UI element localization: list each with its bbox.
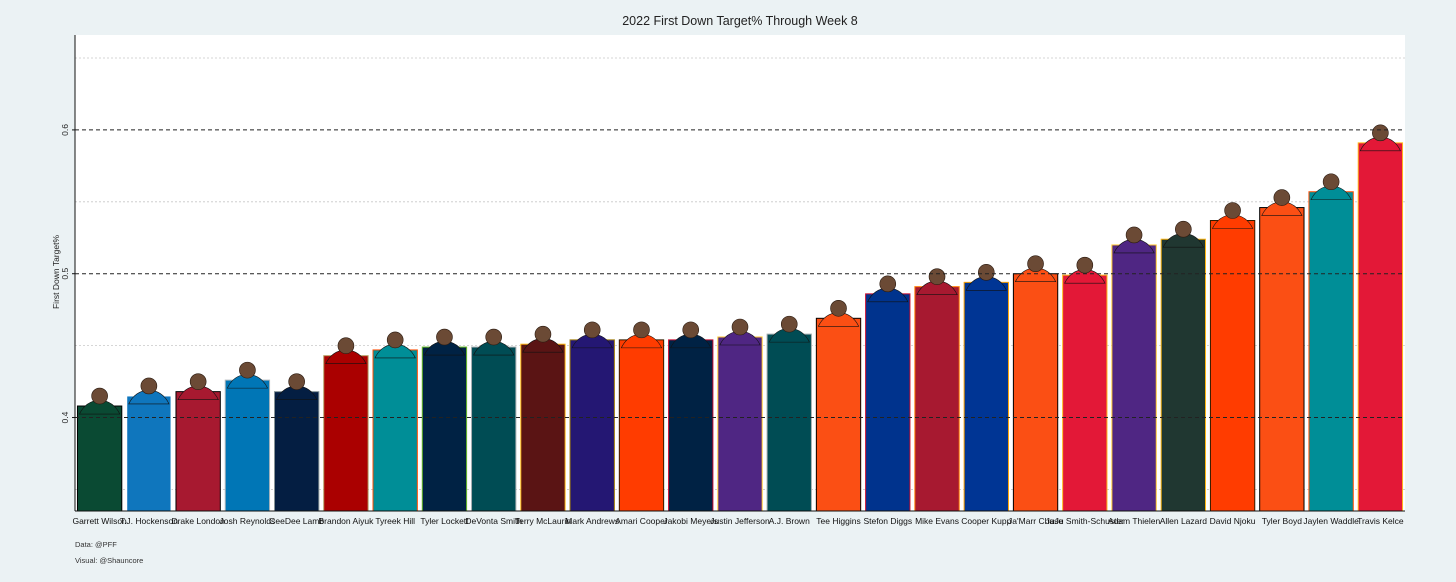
bar [372, 349, 418, 512]
x-tick-label: Amari Cooper [615, 516, 668, 526]
x-tick-label: Stefon Diggs [863, 516, 912, 526]
x-tick-label: Jaylen Waddle [1303, 516, 1359, 526]
player-headshot-icon [1322, 173, 1340, 191]
player-headshot-icon [780, 315, 798, 333]
player-headshot-icon [928, 268, 946, 285]
bar [618, 339, 665, 512]
player-headshot-icon [140, 377, 158, 395]
player-headshot-icon [1125, 226, 1143, 244]
player-headshot-icon [1273, 189, 1291, 206]
x-tick-label: Adam Thielen [1108, 516, 1161, 526]
bar [274, 391, 320, 512]
player-headshot-icon [1027, 255, 1044, 273]
bar [1357, 142, 1404, 512]
player-headshot-icon [1175, 220, 1192, 238]
source-note: Data: @PFF [75, 540, 117, 549]
y-tick-label: 0.6 [60, 124, 70, 136]
x-tick-label: T.J. Hockenson [120, 516, 178, 526]
x-tick-label: A.J. Brown [769, 516, 810, 526]
bar [126, 395, 172, 512]
player-headshot-icon [682, 321, 700, 339]
x-tick-label: Garrett Wilson [72, 516, 127, 526]
x-tick-label: Justin Jefferson [710, 516, 770, 526]
x-tick-label: Cooper Kupp [961, 516, 1011, 526]
player-headshot-icon [239, 361, 256, 379]
player-headshot-icon [91, 387, 108, 405]
x-tick-label: Tyler Boyd [1262, 516, 1302, 526]
player-headshot-icon [731, 318, 749, 336]
bar [1209, 220, 1256, 512]
y-tick-label: 0.4 [60, 411, 70, 423]
bar [717, 336, 763, 512]
player-headshot-icon [830, 299, 847, 317]
bar [865, 293, 911, 512]
x-tick-label: Mark Andrews [565, 516, 619, 526]
x-tick-label: Josh Reynolds [220, 516, 276, 526]
x-tick-label: Brandon Aiyuk [319, 516, 375, 526]
x-tick-label: Tee Higgins [816, 516, 860, 526]
x-tick-label: CeeDee Lamb [269, 516, 324, 526]
bar [668, 339, 714, 512]
x-tick-label: Tyler Lockett [420, 516, 469, 526]
player-headshot-icon [337, 337, 355, 354]
player-headshot-icon [879, 275, 897, 293]
bar [1259, 207, 1305, 512]
player-headshot-icon [189, 373, 207, 390]
x-tick-label: Travis Kelce [1357, 516, 1404, 526]
bar [1111, 244, 1157, 512]
credit-note: Visual: @Shauncore [75, 556, 144, 565]
bar [175, 391, 221, 512]
player-headshot-icon [436, 328, 453, 346]
bar [520, 343, 566, 512]
bar [76, 405, 123, 512]
bar [421, 346, 468, 512]
player-headshot-icon [977, 264, 995, 281]
y-tick-label: 0.5 [60, 268, 70, 280]
x-tick-label: Mike Evans [915, 516, 959, 526]
x-tick-label: David Njoku [1210, 516, 1256, 526]
player-headshot-icon [1372, 124, 1389, 142]
bar [1308, 191, 1354, 512]
bar [1012, 273, 1059, 512]
player-headshot-icon [1076, 256, 1094, 274]
player-headshot-icon [288, 373, 305, 390]
bar [471, 346, 517, 512]
x-tick-label: Ja'Marr Chase [1008, 516, 1063, 526]
player-headshot-icon [583, 321, 601, 339]
x-tick-label: Terry McLaurin [515, 516, 571, 526]
player-headshot-icon [633, 321, 650, 339]
bar [766, 333, 812, 512]
bar [815, 317, 862, 512]
bar [569, 339, 615, 512]
bar [963, 281, 1009, 512]
player-headshot-icon [1224, 202, 1241, 219]
bar [1160, 238, 1206, 512]
bar [1062, 274, 1108, 512]
bar [323, 355, 369, 512]
x-tick-label: DeVonta Smith [465, 516, 522, 526]
x-tick-label: JuJu Smith-Schuster [1046, 516, 1125, 526]
x-tick-label: Allen Lazard [1160, 516, 1208, 526]
chart-title: 2022 First Down Target% Through Week 8 [622, 14, 858, 28]
x-tick-label: Drake London [171, 516, 225, 526]
x-tick-label: Tyreek Hill [375, 516, 415, 526]
bar [914, 286, 960, 512]
player-headshot-icon [386, 331, 404, 349]
x-tick-label: Jakobi Meyers [663, 516, 718, 526]
player-headshot-icon [485, 328, 503, 346]
bar [224, 379, 271, 512]
y-axis-label: First Down Target% [51, 234, 61, 310]
player-headshot-icon [534, 325, 552, 343]
